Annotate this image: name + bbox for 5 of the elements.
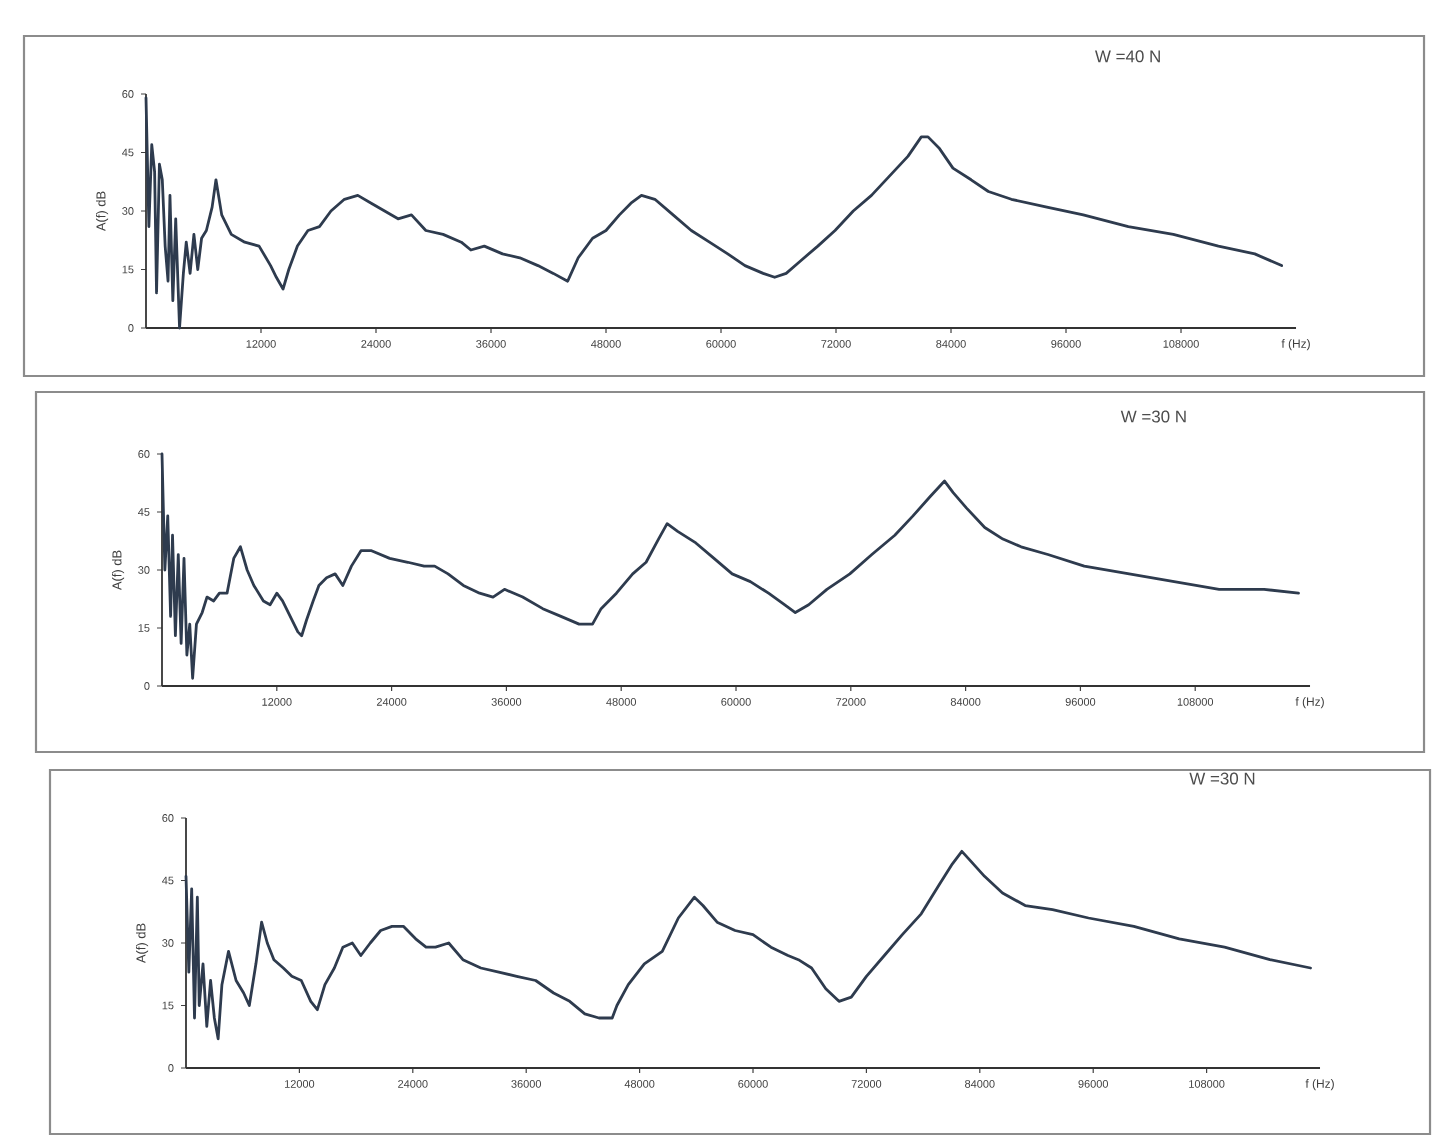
line-series	[144, 96, 1284, 330]
chart-title: W =30 N	[1189, 772, 1255, 785]
chart-title: W =30 N	[1120, 410, 1186, 423]
chart-title: W =40 N	[1095, 50, 1160, 63]
line-series	[184, 849, 1312, 1041]
